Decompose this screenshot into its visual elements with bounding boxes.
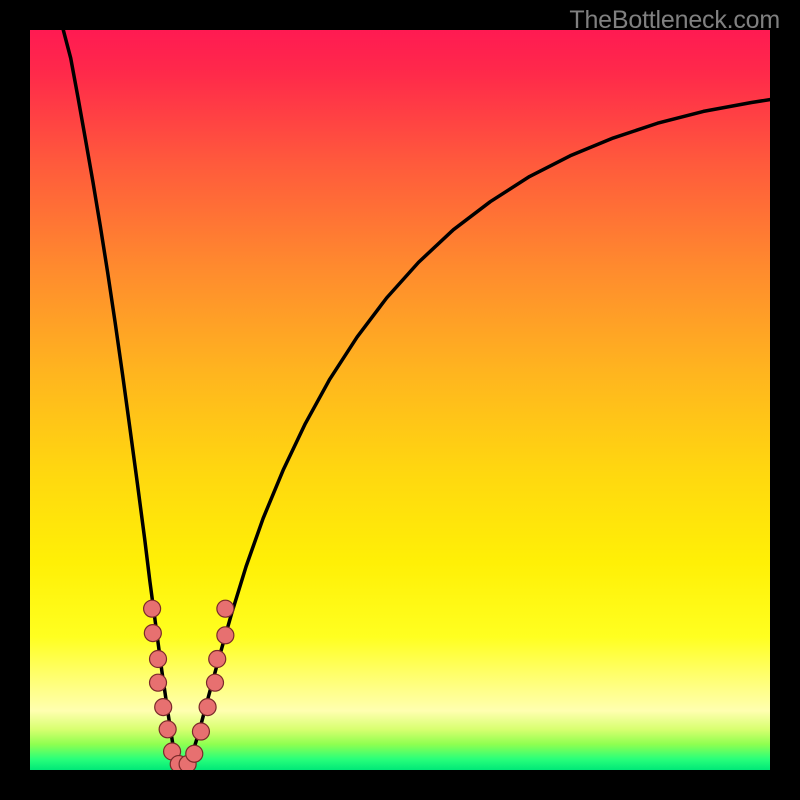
data-marker <box>199 699 216 716</box>
data-marker <box>144 600 161 617</box>
plot-area <box>30 30 770 770</box>
data-marker <box>150 674 167 691</box>
watermark-text: TheBottleneck.com <box>569 6 780 35</box>
data-marker <box>207 674 224 691</box>
data-marker <box>192 723 209 740</box>
chart-container: TheBottleneck.com <box>0 0 800 800</box>
gradient-background <box>30 30 770 770</box>
data-marker <box>217 627 234 644</box>
data-marker <box>150 651 167 668</box>
data-marker <box>217 600 234 617</box>
data-marker <box>209 651 226 668</box>
data-marker <box>144 625 161 642</box>
data-marker <box>155 699 172 716</box>
data-marker <box>186 745 203 762</box>
chart-svg <box>30 30 770 770</box>
data-marker <box>159 721 176 738</box>
